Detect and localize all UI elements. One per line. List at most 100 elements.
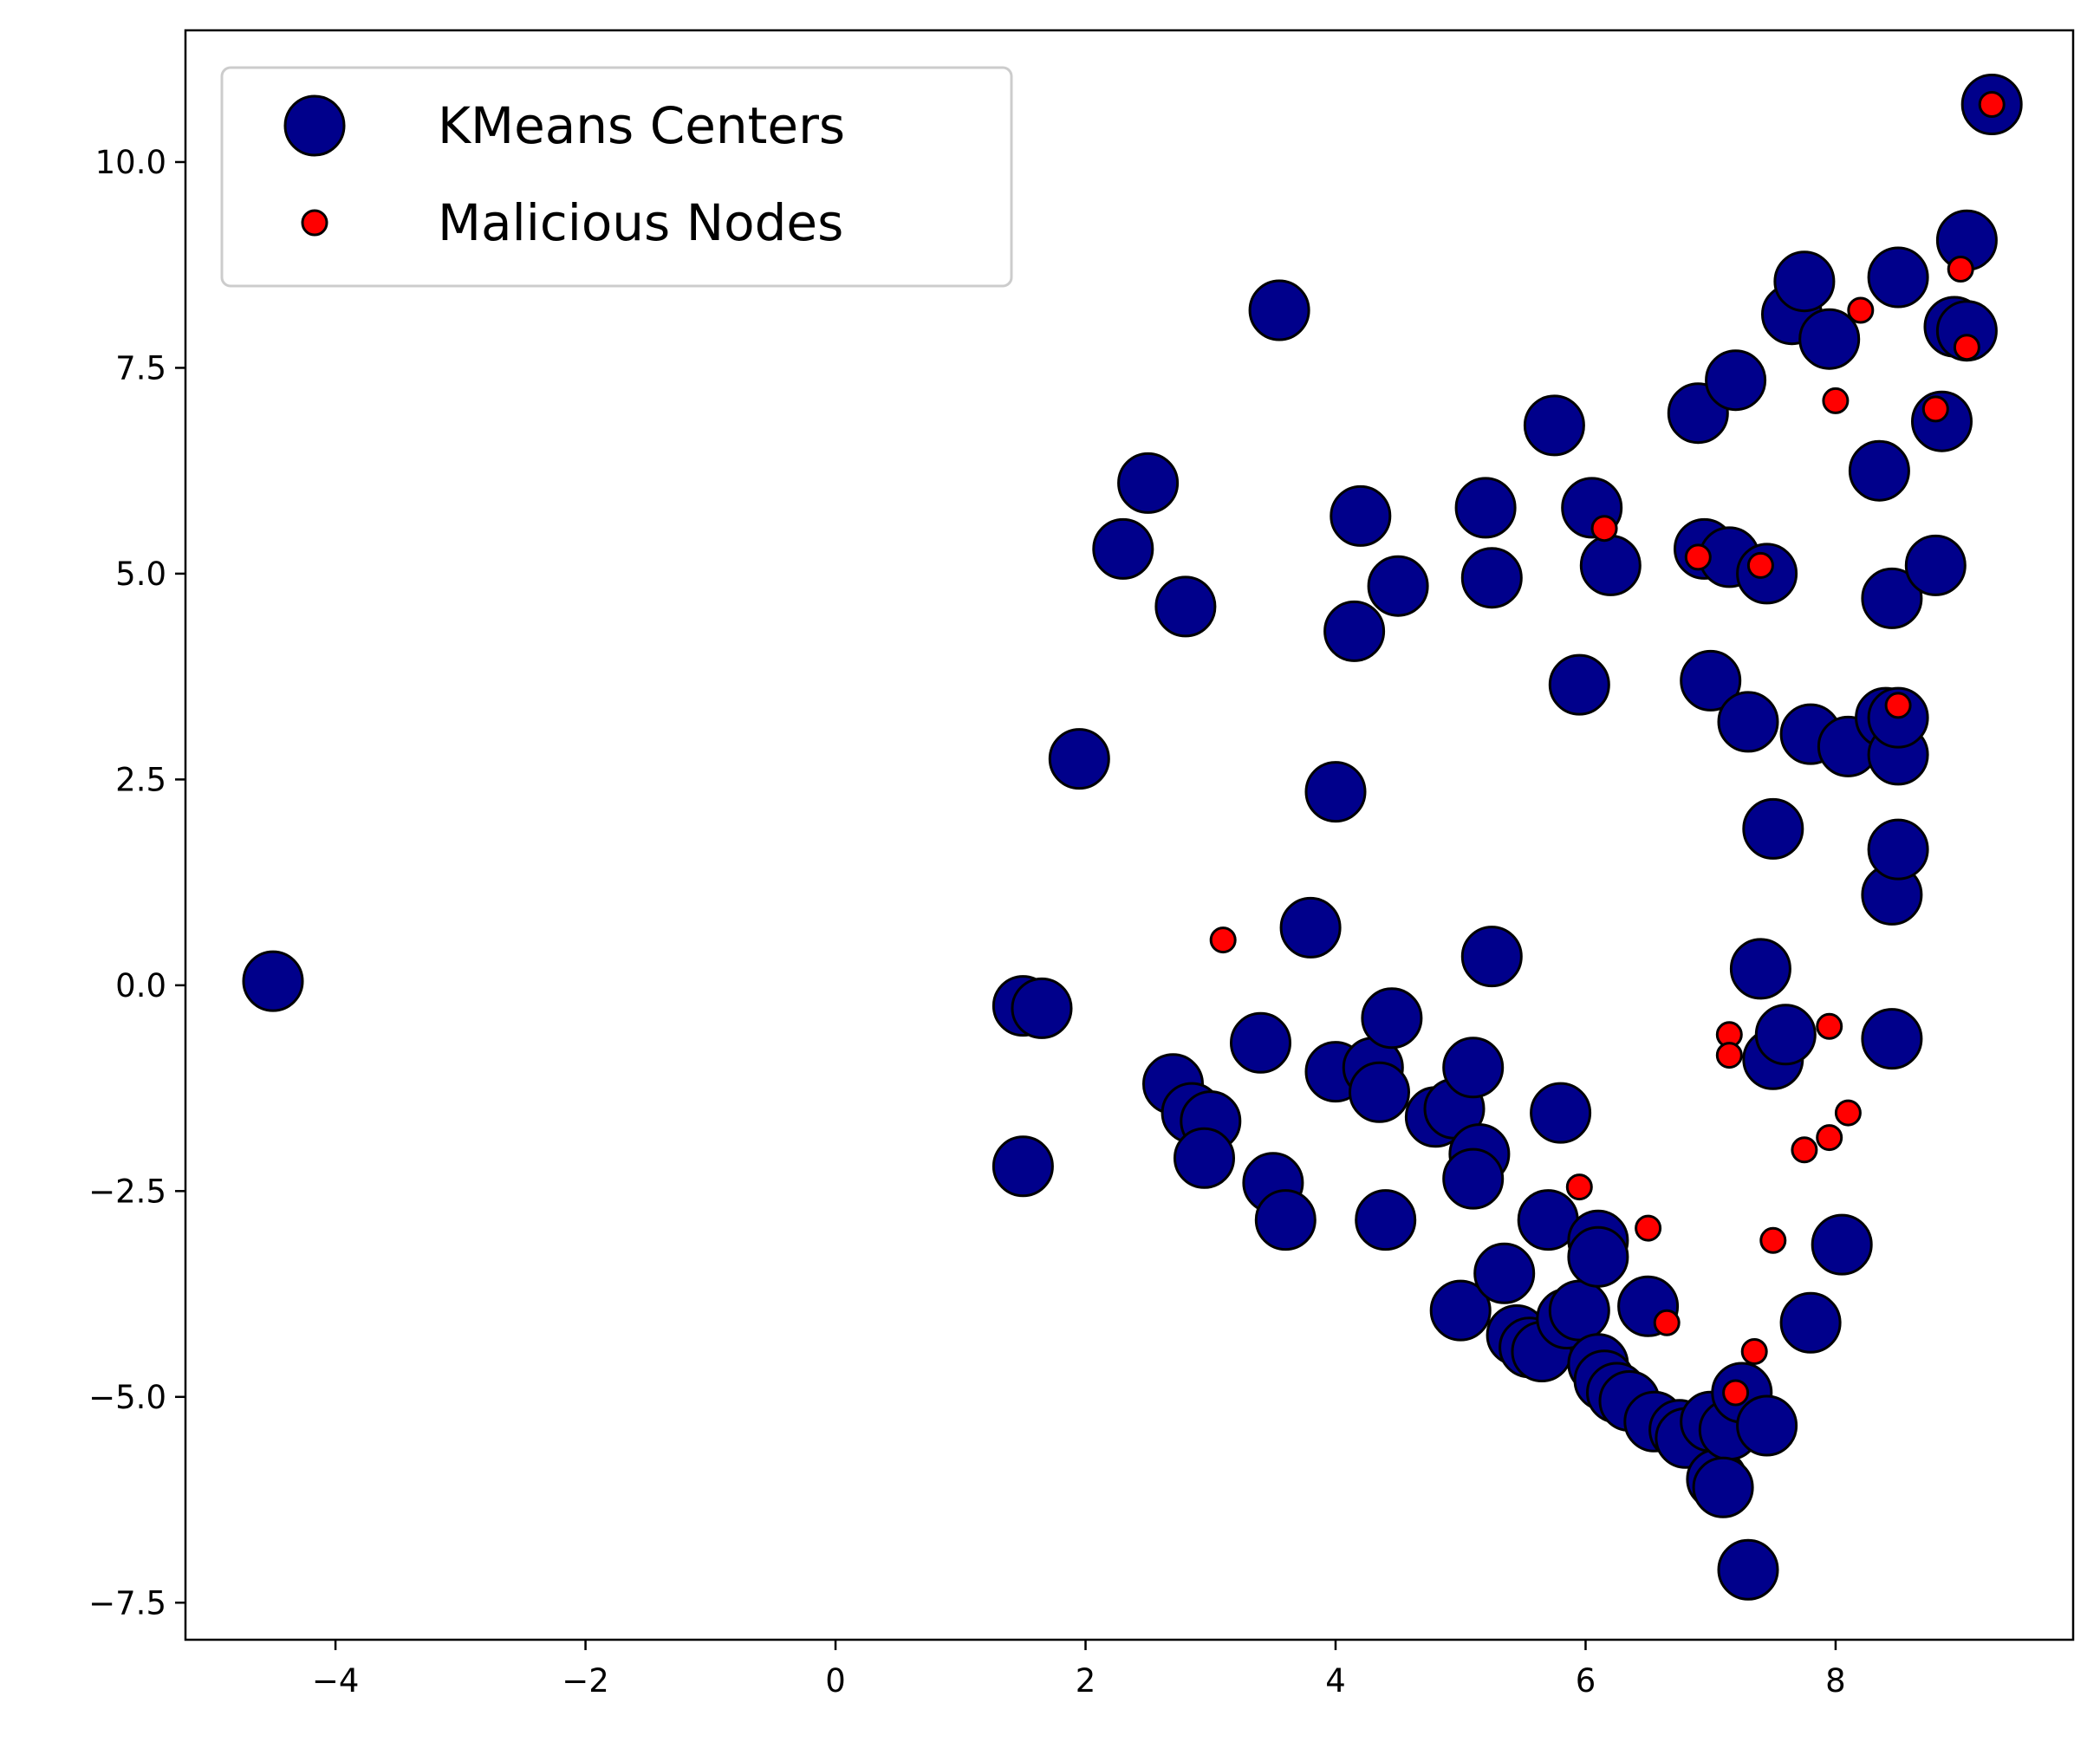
legend-malicious-marker — [301, 209, 328, 237]
kmeans-center-point — [1330, 484, 1392, 547]
kmeans-center-point — [1349, 1061, 1410, 1123]
y-tick-label: −7.5 — [88, 1584, 166, 1622]
y-tick-label: 5.0 — [115, 556, 166, 593]
kmeans-center-point — [1548, 653, 1610, 716]
kmeans-center-point — [1117, 452, 1180, 514]
kmeans-center-point — [1442, 1147, 1505, 1210]
kmeans-center-point — [1011, 977, 1073, 1039]
kmeans-center-point — [1304, 761, 1367, 823]
malicious-node-point — [1834, 1099, 1862, 1127]
kmeans-center-point — [1811, 1213, 1873, 1276]
kmeans-center-point — [1367, 555, 1429, 617]
kmeans-center-point — [1705, 349, 1767, 412]
y-tick-label: 0.0 — [115, 967, 166, 1004]
legend-kmeans-label: KMeans Centers — [438, 96, 845, 155]
malicious-node-point — [1746, 551, 1774, 579]
malicious-node-point — [1759, 1226, 1787, 1254]
kmeans-center-point — [1680, 649, 1742, 712]
series-kmeans-centers — [242, 74, 2023, 1601]
x-tick-label: −4 — [312, 1662, 360, 1700]
kmeans-center-point — [1355, 1189, 1417, 1251]
legend-box — [220, 66, 1013, 288]
x-tick-label: 8 — [1825, 1662, 1846, 1700]
malicious-node-point — [1209, 926, 1237, 954]
kmeans-center-point — [1579, 534, 1642, 596]
y-tick-label: 2.5 — [115, 761, 166, 798]
kmeans-center-point — [1429, 1279, 1492, 1342]
malicious-node-point — [1565, 1173, 1593, 1201]
kmeans-center-point — [1717, 691, 1779, 753]
kmeans-center-point — [1454, 477, 1517, 539]
kmeans-center-point — [1248, 279, 1310, 341]
malicious-node-point — [1921, 395, 1949, 423]
malicious-node-point — [1816, 1012, 1843, 1040]
kmeans-center-point — [991, 1135, 1054, 1198]
legend-kmeans-marker — [283, 94, 346, 157]
kmeans-center-point — [1361, 987, 1423, 1050]
kmeans-center-point — [1092, 517, 1154, 580]
y-tick-label: −5.0 — [88, 1379, 166, 1416]
kmeans-center-point — [1904, 534, 1967, 596]
kmeans-center-point — [1717, 1538, 1779, 1601]
kmeans-center-point — [242, 950, 304, 1012]
kmeans-center-point — [1798, 308, 1861, 370]
kmeans-center-point — [1530, 1082, 1592, 1144]
y-tick-label: 10.0 — [95, 144, 166, 181]
marks-layer — [242, 74, 2023, 1601]
malicious-node-point — [1635, 1214, 1662, 1242]
kmeans-center-point — [1736, 1394, 1798, 1457]
kmeans-center-point — [1473, 1242, 1536, 1304]
malicious-node-point — [1653, 1309, 1681, 1336]
kmeans-center-point — [1567, 1225, 1629, 1288]
kmeans-center-point — [1323, 600, 1386, 662]
malicious-node-point — [1740, 1338, 1768, 1365]
kmeans-center-point — [1548, 1279, 1610, 1342]
legend: KMeans Centers Malicious Nodes — [220, 66, 1013, 288]
ticks-layer: −4 −2 0 2 4 6 8 −7.5 −5.0 −2.5 0.0 2.5 5.0 7.5 10.0 — [88, 144, 1846, 1700]
kmeans-center-point — [1230, 1011, 1291, 1074]
kmeans-center-point — [1867, 246, 1929, 309]
x-tick-label: 4 — [1325, 1662, 1346, 1700]
malicious-node-point — [1590, 515, 1618, 543]
malicious-node-point — [1978, 91, 2006, 118]
x-tick-label: 0 — [825, 1662, 846, 1700]
kmeans-center-point — [1692, 1456, 1754, 1518]
kmeans-center-point — [1442, 1037, 1505, 1099]
y-tick-label: 7.5 — [115, 349, 166, 387]
kmeans-center-point — [1729, 938, 1791, 1000]
malicious-node-point — [1791, 1136, 1818, 1164]
malicious-node-point — [1953, 334, 1980, 361]
kmeans-center-point — [1523, 394, 1585, 457]
kmeans-center-point — [1861, 1008, 1923, 1070]
x-tick-label: 2 — [1076, 1662, 1096, 1700]
malicious-node-point — [1847, 296, 1875, 324]
kmeans-center-point — [1460, 926, 1523, 988]
legend-malicious-label: Malicious Nodes — [438, 193, 843, 252]
y-tick-label: −2.5 — [88, 1173, 166, 1210]
malicious-node-point — [1722, 1379, 1750, 1407]
malicious-node-point — [1884, 692, 1912, 719]
kmeans-center-point — [1848, 439, 1910, 502]
axes-frame — [184, 29, 2075, 1641]
malicious-node-point — [1816, 1124, 1843, 1152]
kmeans-center-point — [1460, 547, 1523, 609]
series-malicious-nodes — [1209, 91, 2006, 1407]
malicious-node-point — [1684, 543, 1712, 571]
kmeans-center-point — [1773, 250, 1836, 313]
kmeans-center-point — [1279, 896, 1342, 959]
malicious-node-point — [1947, 256, 1974, 283]
kmeans-center-point — [1742, 797, 1804, 860]
kmeans-center-point — [1174, 1127, 1235, 1189]
malicious-node-point — [1822, 387, 1850, 414]
x-tick-label: 6 — [1576, 1662, 1596, 1700]
kmeans-center-point — [1048, 728, 1110, 790]
malicious-node-point — [1715, 1042, 1743, 1069]
kmeans-center-point — [1154, 575, 1217, 638]
kmeans-center-point — [1779, 1291, 1842, 1354]
kmeans-center-point — [1254, 1189, 1317, 1251]
x-tick-label: −2 — [562, 1662, 609, 1700]
kmeans-center-point — [1867, 818, 1929, 881]
